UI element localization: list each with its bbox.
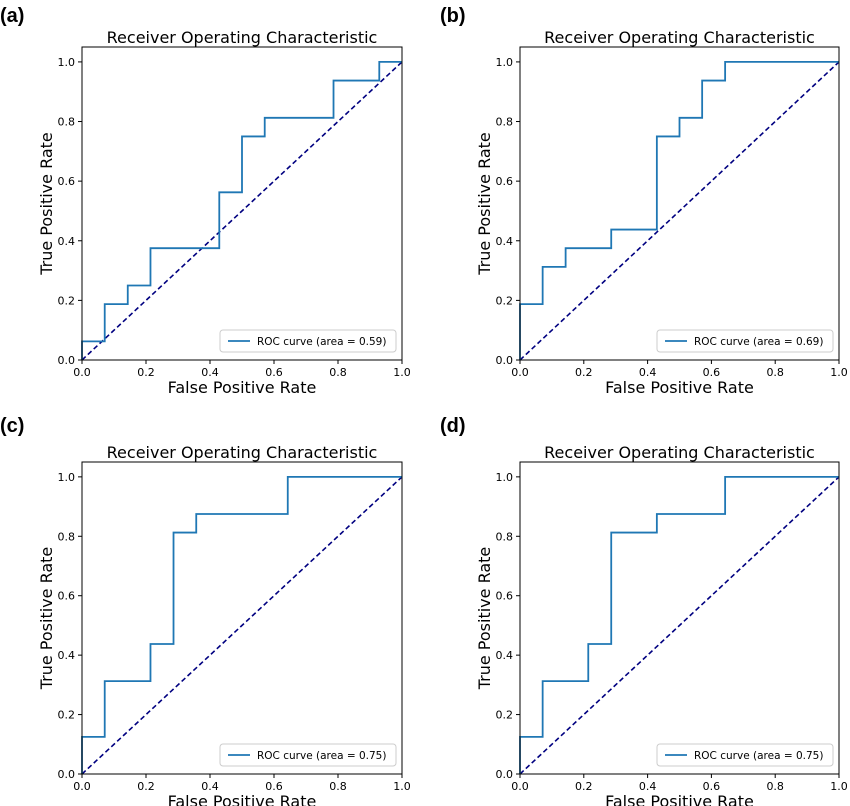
- y-tick-label: 0.6: [58, 175, 76, 188]
- chart-title: Receiver Operating Characteristic: [107, 443, 378, 462]
- x-tick-label: 1.0: [393, 780, 411, 793]
- reference-diagonal-line: [81, 476, 403, 775]
- x-tick-label: 0.6: [703, 780, 721, 793]
- y-axis-label: True Positive Rate: [475, 547, 494, 691]
- y-axis-label: True Positive Rate: [37, 132, 56, 276]
- x-tick-label: 0.4: [639, 366, 657, 379]
- y-tick-label: 0.6: [58, 590, 76, 603]
- y-tick-label: 0.0: [496, 354, 514, 367]
- y-tick-label: 0.4: [496, 649, 514, 662]
- roc-curve-line: [81, 475, 402, 774]
- roc-curve-line: [519, 61, 839, 360]
- y-tick-label: 0.2: [496, 709, 514, 722]
- x-tick-label: 0.8: [766, 366, 784, 379]
- y-tick-label: 0.6: [496, 175, 514, 188]
- y-tick-label: 0.8: [58, 116, 76, 129]
- y-tick-label: 1.0: [496, 471, 514, 484]
- chart-title: Receiver Operating Characteristic: [544, 28, 815, 47]
- legend-entry: ROC curve (area = 0.75): [257, 750, 386, 762]
- legend-box: [219, 329, 397, 353]
- y-tick-label: 0.4: [58, 235, 76, 248]
- y-tick-label: 1.0: [496, 56, 514, 69]
- y-tick-label: 0.8: [496, 530, 514, 543]
- x-tick-label: 0.4: [201, 366, 219, 379]
- legend-box: [656, 743, 834, 767]
- y-tick-label: 0.0: [58, 354, 76, 367]
- y-axis-label: True Positive Rate: [475, 132, 494, 276]
- x-tick-label: 0.6: [265, 366, 283, 379]
- x-tick-label: 0.6: [265, 780, 283, 793]
- plot-frame: [81, 46, 403, 361]
- y-tick-label: 1.0: [58, 471, 76, 484]
- y-tick-label: 0.4: [58, 649, 76, 662]
- legend-entry: ROC curve (area = 0.75): [694, 750, 823, 762]
- y-tick-label: 0.0: [496, 768, 514, 781]
- y-tick-label: 0.8: [58, 530, 76, 543]
- x-tick-label: 0.6: [703, 366, 721, 379]
- x-tick-label: 0.4: [639, 780, 657, 793]
- y-tick-label: 0.8: [496, 116, 514, 129]
- y-tick-label: 1.0: [58, 56, 76, 69]
- panel-label: (b): [440, 5, 466, 27]
- x-tick-label: 0.0: [73, 366, 91, 379]
- x-tick-label: 0.0: [511, 366, 529, 379]
- reference-diagonal-line: [519, 61, 840, 361]
- panel-label: (a): [0, 5, 24, 27]
- x-tick-label: 0.2: [137, 366, 155, 379]
- y-tick-label: 0.6: [496, 590, 514, 603]
- legend-entry: ROC curve (area = 0.69): [694, 336, 823, 348]
- plot-frame: [81, 461, 403, 775]
- x-tick-label: 0.2: [575, 366, 593, 379]
- y-tick-label: 0.2: [58, 709, 76, 722]
- x-tick-label: 0.0: [73, 780, 91, 793]
- chart-title: Receiver Operating Characteristic: [107, 28, 378, 47]
- panel-label: (c): [0, 415, 24, 437]
- x-tick-label: 1.0: [830, 780, 848, 793]
- x-tick-label: 1.0: [830, 366, 848, 379]
- x-tick-label: 0.4: [201, 780, 219, 793]
- y-tick-label: 0.0: [58, 768, 76, 781]
- reference-diagonal-line: [519, 476, 840, 775]
- x-tick-label: 0.2: [137, 780, 155, 793]
- y-axis-label: True Positive Rate: [37, 547, 56, 691]
- legend-entry: ROC curve (area = 0.59): [257, 336, 386, 348]
- x-tick-label: 0.8: [329, 366, 347, 379]
- x-tick-label: 1.0: [393, 366, 411, 379]
- roc-curve-line: [81, 61, 402, 360]
- legend-box: [219, 743, 397, 767]
- y-tick-label: 0.2: [496, 294, 514, 307]
- x-tick-label: 0.8: [766, 780, 784, 793]
- chart-title: Receiver Operating Characteristic: [544, 443, 815, 462]
- reference-diagonal-line: [81, 61, 403, 361]
- x-tick-label: 0.8: [329, 780, 347, 793]
- plot-frame: [519, 461, 840, 775]
- y-tick-label: 0.4: [496, 235, 514, 248]
- x-axis-label: False Positive Rate: [168, 792, 317, 806]
- x-axis-label: False Positive Rate: [168, 378, 317, 397]
- panel-label: (d): [440, 415, 466, 437]
- x-tick-label: 0.2: [575, 780, 593, 793]
- y-tick-label: 0.2: [58, 294, 76, 307]
- plot-frame: [519, 46, 840, 361]
- x-tick-label: 0.0: [511, 780, 529, 793]
- roc-curve-line: [519, 475, 839, 774]
- x-axis-label: False Positive Rate: [605, 792, 754, 806]
- legend-box: [656, 329, 834, 353]
- x-axis-label: False Positive Rate: [605, 378, 754, 397]
